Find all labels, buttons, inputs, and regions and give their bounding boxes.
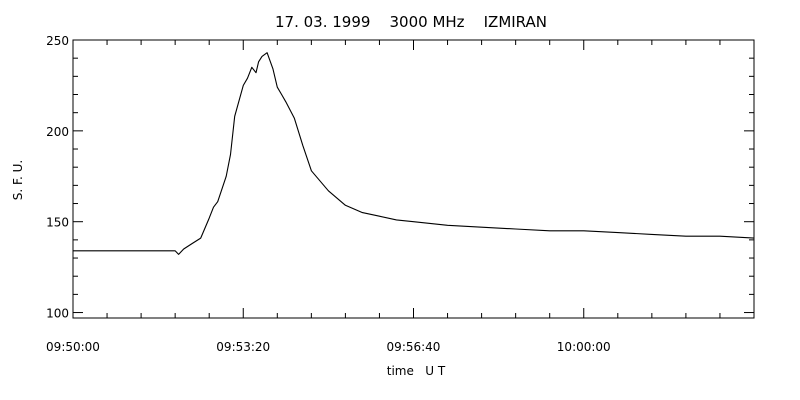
x-tick-label: 09:56:40 — [387, 340, 441, 354]
x-axis-label: time U T — [387, 364, 446, 378]
tick-labels: 100 150 200 250 09:50:00 09:53:20 09:56:40 10:0… — [46, 34, 611, 354]
y-tick-label: 200 — [46, 125, 69, 139]
x-tick-label: 09:53:20 — [216, 340, 270, 354]
x-tick-label: 10:00:00 — [557, 340, 611, 354]
flux-series-line — [73, 52, 755, 255]
ticks — [72, 39, 755, 318]
series-group — [73, 52, 755, 255]
y-tick-label: 100 — [46, 307, 69, 321]
y-tick-label: 150 — [46, 216, 69, 230]
x-tick-label: 09:50:00 — [46, 340, 100, 354]
y-axis-label: S. F. U. — [11, 160, 25, 200]
plot-frame — [72, 39, 755, 319]
chart-title: 17. 03. 1999 3000 MHz IZMIRAN — [275, 13, 547, 31]
y-tick-label: 250 — [46, 34, 69, 48]
axes — [72, 39, 755, 319]
